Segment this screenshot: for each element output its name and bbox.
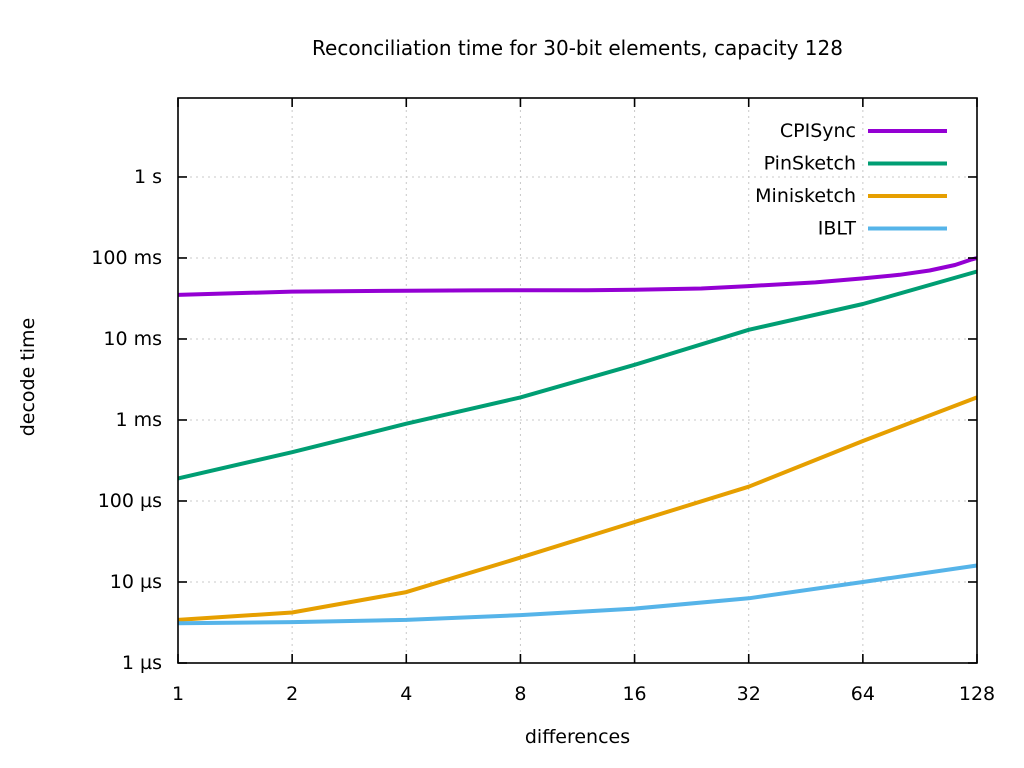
- series-line-pinsketch: [177, 269, 978, 481]
- series-line-iblt: [177, 563, 978, 626]
- series-line-cpisync: [177, 256, 978, 297]
- x-tick-label-8: 8: [514, 683, 526, 705]
- y-tick-label-10-ms: 10 ms: [103, 328, 162, 350]
- x-tick-label-128: 128: [959, 683, 995, 705]
- x-axis-label: differences: [524, 726, 631, 748]
- x-tick-label-32: 32: [737, 683, 761, 705]
- x-tick-label-2: 2: [286, 683, 298, 705]
- legend-label-cpisync: CPISync: [780, 120, 856, 142]
- y-tick-label-100-s: 100 µs: [98, 490, 162, 512]
- y-tick-label-100-ms: 100 ms: [91, 247, 162, 269]
- y-tick-label-1-s: 1 s: [134, 166, 162, 188]
- y-tick-label-10-s: 10 µs: [110, 571, 162, 593]
- x-tick-label-64: 64: [851, 683, 875, 705]
- chart-title: Reconciliation time for 30-bit elements,…: [312, 36, 843, 60]
- y-tick-label-1-ms: 1 ms: [115, 409, 162, 431]
- y-tick-label-1-s: 1 µs: [122, 652, 162, 674]
- legend-label-iblt: IBLT: [818, 218, 857, 240]
- x-tick-label-4: 4: [400, 683, 412, 705]
- series-line-minisketch: [177, 395, 978, 622]
- legend-label-minisketch: Minisketch: [755, 185, 856, 207]
- x-tick-label-1: 1: [172, 683, 184, 705]
- x-tick-label-16: 16: [622, 683, 646, 705]
- plot-border: [177, 97, 978, 664]
- legend-label-pinsketch: PinSketch: [764, 153, 856, 175]
